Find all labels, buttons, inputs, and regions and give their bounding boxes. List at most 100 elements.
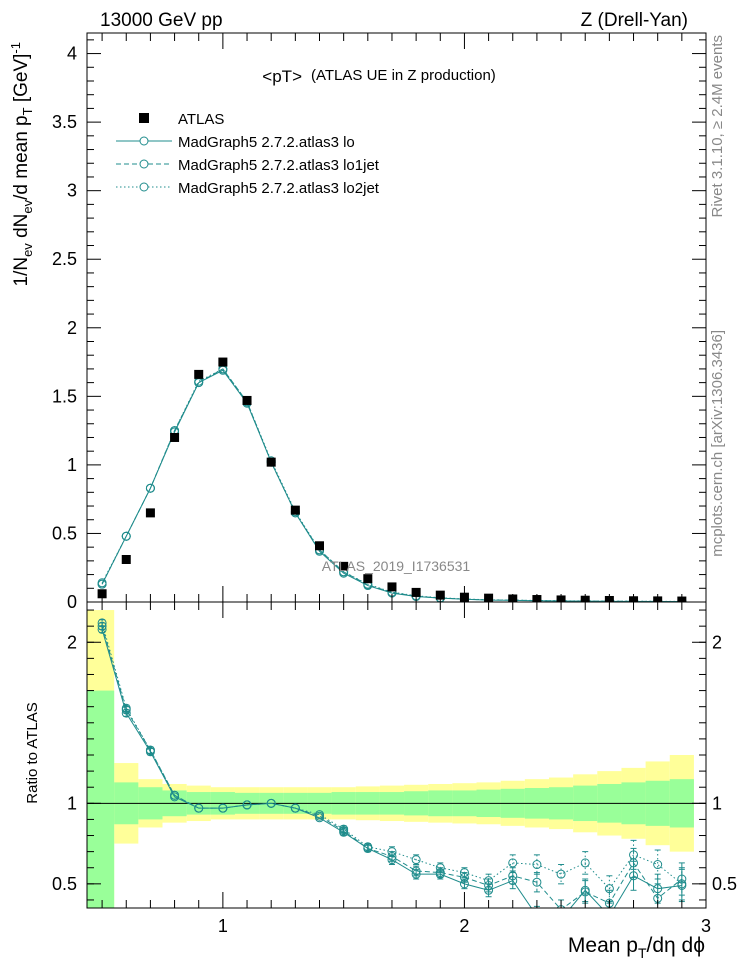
ratio-tick-label: 0.5	[52, 874, 77, 894]
ratio-point-1	[435, 868, 445, 878]
data-point	[145, 508, 155, 518]
y-tick-label: 0	[67, 592, 77, 612]
ratio-panel: 0.5 0.5 1 1 2 2 1 2 3	[52, 601, 737, 936]
data-point	[411, 587, 421, 597]
ratio-point-1	[508, 871, 518, 881]
data-point	[242, 395, 252, 405]
data-point	[97, 589, 107, 599]
ratio-point-2	[218, 803, 228, 813]
ratio-point-1	[97, 621, 107, 631]
ratio-point-2	[508, 858, 518, 868]
ylabel-dn: dN	[11, 214, 32, 244]
y-tick-label: 0.5	[52, 523, 77, 543]
ratio-point-1	[580, 887, 590, 897]
ratio-point-2	[363, 842, 373, 852]
legend-marker-data	[139, 113, 149, 123]
ratio-point-2	[677, 879, 687, 889]
data-point	[266, 457, 276, 467]
analysis-id: ATLAS_2019_I1736531	[322, 558, 471, 574]
ylabel-unit: [GeV]	[11, 54, 32, 108]
ratio-point-2	[194, 803, 204, 813]
ratio-point-0	[605, 912, 613, 920]
y-tick-label: 1	[67, 455, 77, 475]
ratio-point-2	[170, 790, 180, 800]
ratio-point-2	[387, 847, 397, 857]
data-point	[387, 582, 397, 592]
ratio-tick-label-right: 0.5	[712, 874, 737, 894]
y-tick-label: 3.5	[52, 112, 77, 132]
ratio-tick-label: 2	[67, 632, 77, 652]
ratio-point-1	[677, 874, 687, 884]
data-point	[315, 541, 325, 551]
x-tick-label: 1	[218, 916, 228, 936]
legend-marker	[139, 159, 149, 169]
ylabel-mean: /d mean p	[11, 115, 32, 200]
xlabel-mean: Mean p	[568, 934, 638, 957]
ylabel-sub-t: T	[20, 107, 35, 115]
ratio-point-1	[459, 872, 469, 882]
y-tick-label: 1.5	[52, 386, 77, 406]
legend: ATLAS MadGraph5 2.7.2.atlas3 lo MadGraph5 …	[116, 111, 380, 197]
ratio-point-1	[484, 880, 494, 890]
y-tick-label: 4	[67, 44, 77, 64]
header-right: Z (Drell-Yan)	[581, 10, 688, 31]
ratio-point-2	[315, 810, 325, 820]
y-tick-label: 3	[67, 181, 77, 201]
mcplots-label: mcplots.cern.ch [arXiv:1306.3436]	[709, 330, 726, 557]
x-axis-label: Mean pT/dη dϕ	[568, 934, 705, 961]
ratio-point-0	[557, 915, 565, 923]
ratio-point-0	[533, 912, 541, 920]
data-point	[339, 561, 349, 571]
x-tick-label: 3	[701, 916, 711, 936]
ratio-tick-label-right: 2	[712, 632, 722, 652]
ratio-point-2	[242, 800, 252, 810]
chart-subtitle: (ATLAS UE in Z production)	[311, 67, 496, 84]
ratio-point-2	[556, 869, 566, 879]
ratio-tick-label-right: 1	[712, 793, 722, 813]
series-point-2	[97, 578, 107, 588]
ratio-line-2	[101, 622, 683, 890]
ylabel-sub-ev2: ev	[20, 199, 35, 213]
ylabel-sub-ev: ev	[20, 243, 35, 257]
data-point	[121, 554, 131, 564]
ratio-point-2	[121, 703, 131, 713]
ratio-point-2	[484, 876, 494, 886]
ratio-point-2	[580, 858, 590, 868]
y-axis-label: 1/Nev dNev/d mean pT [GeV]-1	[8, 42, 35, 287]
ratio-point-0	[629, 871, 639, 881]
data-point	[194, 369, 204, 379]
band-green	[87, 690, 115, 908]
ratio-tick-label: 1	[67, 793, 77, 813]
data-point	[218, 357, 228, 367]
main-panel: 0 0.5 1 1.5 2 2.5 3 3.5 4	[52, 32, 707, 612]
ratio-point-2	[266, 798, 276, 808]
chart-title: <pT>	[262, 67, 302, 86]
ratio-point-2	[604, 884, 614, 894]
ratio-point-2	[532, 860, 542, 870]
legend-label: MadGraph5 2.7.2.atlas3 lo2jet	[178, 180, 380, 197]
header-left: 13000 GeV pp	[100, 10, 223, 31]
ratio-point-2	[629, 850, 639, 860]
x-tick-label: 2	[459, 916, 469, 936]
ratio-point-2	[145, 745, 155, 755]
ratio-point-2	[435, 863, 445, 873]
ratio-point-2	[653, 860, 663, 870]
data-point	[290, 505, 300, 515]
ratio-point-2	[339, 824, 349, 834]
rivet-label: Rivet 3.1.10, ≥ 2.4M events	[709, 35, 726, 218]
xlabel-sub-t: T	[638, 945, 647, 961]
xlabel-rest: /dη dϕ	[647, 934, 705, 957]
ratio-point-0	[459, 879, 469, 889]
ratio-point-1	[532, 877, 542, 887]
ratio-point-2	[97, 618, 107, 628]
legend-marker	[139, 182, 149, 192]
series-point-2	[145, 483, 155, 493]
ratio-line-1	[101, 626, 683, 908]
y-tick-label: 2.5	[52, 249, 77, 269]
legend-label: MadGraph5 2.7.2.atlas3 lo1jet	[178, 157, 380, 174]
y-tick-label: 2	[67, 318, 77, 338]
legend-label: MadGraph5 2.7.2.atlas3 lo	[178, 134, 355, 151]
ratio-point-2	[290, 803, 300, 813]
data-point	[170, 432, 180, 442]
